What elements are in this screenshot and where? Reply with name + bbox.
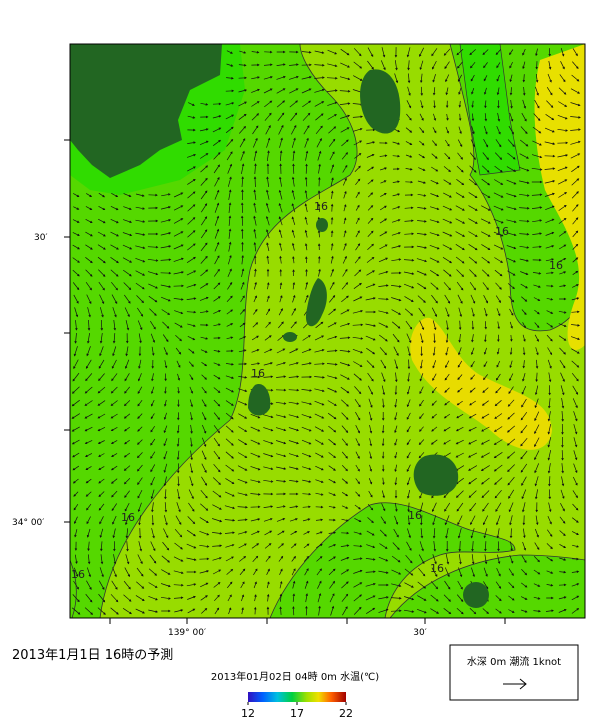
colorbar-gradient [248, 692, 346, 702]
island [283, 332, 297, 342]
contour-label: 16 [251, 367, 265, 380]
colorbar-tick-label: 12 [241, 707, 255, 720]
contour-label: 16 [71, 568, 85, 581]
contour-label: 16 [495, 225, 509, 238]
legend: 水深 0m 潮流 1knot [449, 644, 579, 701]
contour-label: 16 [408, 509, 422, 522]
island [305, 278, 327, 327]
zone [389, 554, 585, 618]
current-arrows [71, 47, 581, 616]
zone [99, 44, 585, 618]
axis-labels: 30′ 34° 00′ 139° 00′ 30′ [12, 233, 427, 638]
lat-label: 30′ [34, 233, 48, 243]
lon-label: 30′ [413, 628, 427, 638]
contour-labels: 16 16 16 16 16 16 16 16 [71, 200, 563, 581]
lon-label: 139° 00′ [168, 628, 206, 638]
legend-box [449, 644, 579, 701]
contour-label: 16 [121, 511, 135, 524]
legend-text: 水深 0m 潮流 1knot [467, 655, 561, 668]
island [413, 454, 459, 496]
map-area [70, 44, 585, 618]
map-frame [69, 43, 586, 619]
frame-ticks [64, 139, 506, 624]
legend-arrow [503, 678, 527, 690]
zone [269, 502, 516, 618]
island [316, 218, 328, 232]
island [248, 384, 271, 416]
landmass [70, 44, 222, 178]
colorbar-tick-label: 17 [290, 707, 304, 720]
contour-label: 16 [549, 259, 563, 272]
contour-label: 16 [430, 562, 444, 575]
zone [410, 317, 552, 450]
land [70, 44, 489, 608]
island [360, 69, 401, 134]
contour-label: 16 [314, 200, 328, 213]
colorbar: 12 17 22 [241, 692, 353, 720]
colorbar-tick-label: 22 [339, 707, 353, 720]
arrow-field [71, 47, 581, 616]
title: 2013年1月1日 16時の予測 [12, 648, 173, 663]
subtitle: 2013年01月02日 04時 0m 水温(℃) [211, 670, 379, 683]
zone [70, 559, 77, 618]
lat-label: 34° 00′ [12, 518, 44, 528]
zone [459, 44, 521, 176]
island [463, 582, 489, 608]
